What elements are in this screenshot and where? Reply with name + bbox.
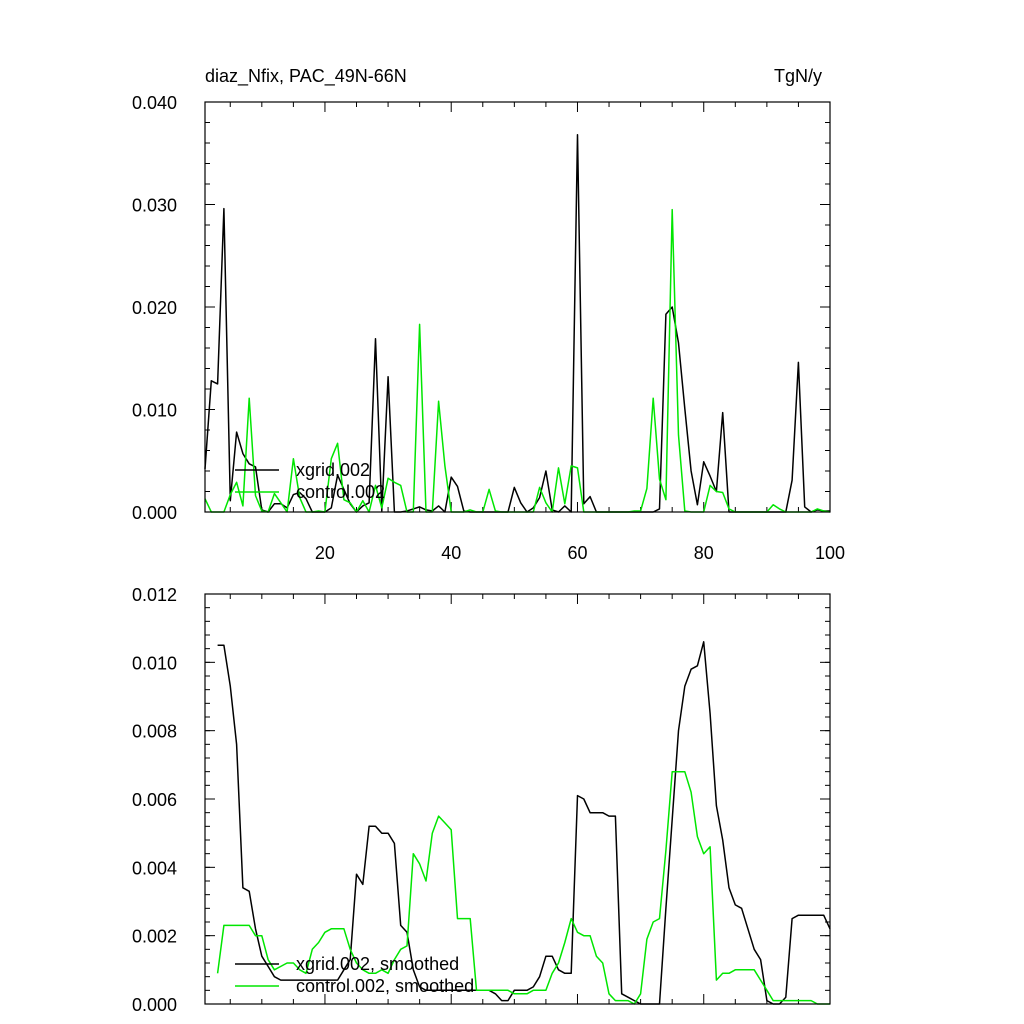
x-tick-label: 60 [567, 543, 587, 563]
bottom-panel-series [216, 641, 831, 1005]
x-tick-label: 40 [441, 543, 461, 563]
y-tick-label: 0.040 [132, 93, 177, 113]
legend-label-0: xgrid.002 [296, 460, 370, 480]
legend-label-1: control.002 [296, 482, 385, 502]
series-line-0 [204, 134, 830, 513]
series-line-0 [217, 641, 831, 1005]
x-tick-label: 20 [315, 543, 335, 563]
legend-label-0: xgrid.002, smoothed [296, 954, 459, 974]
bottom-panel: 0.000 0.002 0.004 0.006 0.008 0.010 0.012 xgri… [132, 585, 831, 1015]
legend-label-1: control.002, smoothed [296, 976, 474, 996]
bottom-panel-frame [204, 593, 831, 1005]
y-tick-label: 0.000 [132, 503, 177, 523]
x-tick-label: 100 [815, 543, 845, 563]
top-panel-title: diaz_Nfix, PAC_49N-66N [205, 66, 407, 87]
y-tick-label: 0.002 [132, 927, 177, 947]
y-tick-label: 0.010 [132, 401, 177, 421]
top-panel-frame [204, 101, 831, 513]
y-tick-label: 0.012 [132, 585, 177, 605]
bottom-panel-ticks: 0.000 0.002 0.004 0.006 0.008 0.010 0.012 [132, 585, 831, 1015]
top-panel: diaz_Nfix, PAC_49N-66N TgN/y 0.000 0.010 0… [132, 66, 845, 563]
y-tick-label: 0.008 [132, 722, 177, 742]
series-line-1 [216, 770, 830, 1005]
y-tick-label: 0.030 [132, 196, 177, 216]
y-tick-label: 0.006 [132, 790, 177, 810]
y-tick-label: 0.004 [132, 858, 177, 878]
y-tick-label: 0.000 [132, 995, 177, 1015]
y-tick-label: 0.010 [132, 653, 177, 673]
x-tick-label: 80 [694, 543, 714, 563]
top-panel-units: TgN/y [774, 66, 822, 86]
y-tick-label: 0.020 [132, 298, 177, 318]
